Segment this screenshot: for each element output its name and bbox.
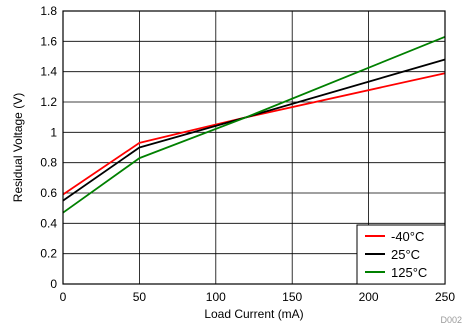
x-axis-title: Load Current (mA) <box>204 307 303 321</box>
x-tick-label: 150 <box>282 290 302 304</box>
y-tick-label: 0.4 <box>40 216 57 230</box>
figure-id-label: D002 <box>440 315 462 325</box>
y-tick-label: 1.6 <box>40 34 57 48</box>
series-line-40c <box>62 72 446 196</box>
x-tick-label: 200 <box>359 290 379 304</box>
series-lines <box>62 35 446 214</box>
series-line-25c <box>62 58 446 202</box>
y-tick-label: 1.2 <box>40 95 57 109</box>
y-axis-title: Residual Voltage (V) <box>11 93 25 202</box>
y-tick-label: 0.2 <box>40 247 57 261</box>
legend: -40°C 25°C 125°C <box>356 224 446 285</box>
x-tick-label: 50 <box>133 290 147 304</box>
y-tick-label: 1.4 <box>40 65 57 79</box>
plot-frame <box>62 10 446 285</box>
x-tick-label: 0 <box>60 290 67 304</box>
legend-label: -40°C <box>391 229 424 244</box>
x-tick-label: 250 <box>435 290 455 304</box>
series-line-125c <box>62 35 446 214</box>
legend-label: 125°C <box>391 265 427 280</box>
y-tick-label: 1 <box>50 125 57 139</box>
y-tick-label: 1.8 <box>40 4 57 18</box>
legend-label: 25°C <box>391 247 420 262</box>
y-tick-label: 0.6 <box>40 186 57 200</box>
y-tick-labels: 0 0.2 0.4 0.6 0.8 1 1.2 1.4 1.6 1.8 <box>40 4 57 291</box>
x-tick-label: 100 <box>206 290 226 304</box>
y-tick-label: 0 <box>50 277 57 291</box>
x-tick-labels: 0 50 100 150 200 250 <box>60 290 456 304</box>
y-tick-label: 0.8 <box>40 156 57 170</box>
